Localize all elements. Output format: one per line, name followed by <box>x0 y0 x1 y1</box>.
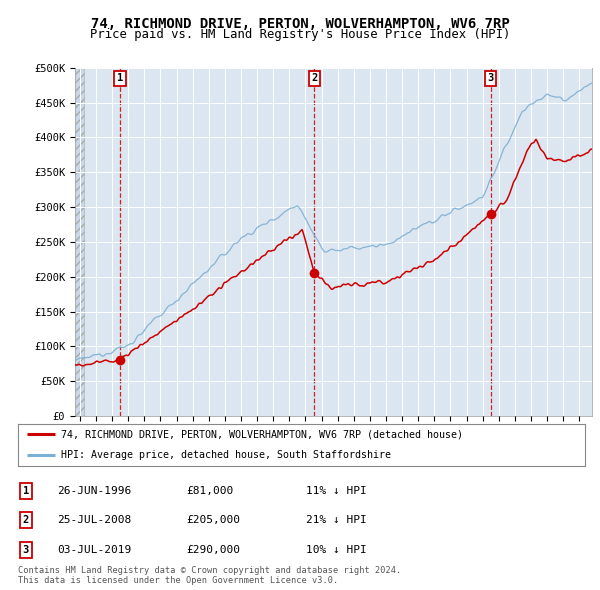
Text: HPI: Average price, detached house, South Staffordshire: HPI: Average price, detached house, Sout… <box>61 451 391 460</box>
Text: £205,000: £205,000 <box>186 516 240 525</box>
Text: 21% ↓ HPI: 21% ↓ HPI <box>306 516 367 525</box>
Text: 03-JUL-2019: 03-JUL-2019 <box>57 545 131 555</box>
Text: 11% ↓ HPI: 11% ↓ HPI <box>306 486 367 496</box>
Text: Price paid vs. HM Land Registry's House Price Index (HPI): Price paid vs. HM Land Registry's House … <box>90 28 510 41</box>
Text: 74, RICHMOND DRIVE, PERTON, WOLVERHAMPTON, WV6 7RP (detached house): 74, RICHMOND DRIVE, PERTON, WOLVERHAMPTO… <box>61 430 463 439</box>
Text: 1: 1 <box>117 73 123 83</box>
Text: 26-JUN-1996: 26-JUN-1996 <box>57 486 131 496</box>
Text: 1: 1 <box>23 486 29 496</box>
Text: 10% ↓ HPI: 10% ↓ HPI <box>306 545 367 555</box>
Text: 2: 2 <box>311 73 317 83</box>
Bar <box>75 68 84 416</box>
Text: Contains HM Land Registry data © Crown copyright and database right 2024.
This d: Contains HM Land Registry data © Crown c… <box>18 566 401 585</box>
Text: 25-JUL-2008: 25-JUL-2008 <box>57 516 131 525</box>
Text: £290,000: £290,000 <box>186 545 240 555</box>
Text: 2: 2 <box>23 516 29 525</box>
Text: £81,000: £81,000 <box>186 486 233 496</box>
Text: 74, RICHMOND DRIVE, PERTON, WOLVERHAMPTON, WV6 7RP: 74, RICHMOND DRIVE, PERTON, WOLVERHAMPTO… <box>91 17 509 31</box>
Text: 3: 3 <box>23 545 29 555</box>
Text: 3: 3 <box>488 73 494 83</box>
